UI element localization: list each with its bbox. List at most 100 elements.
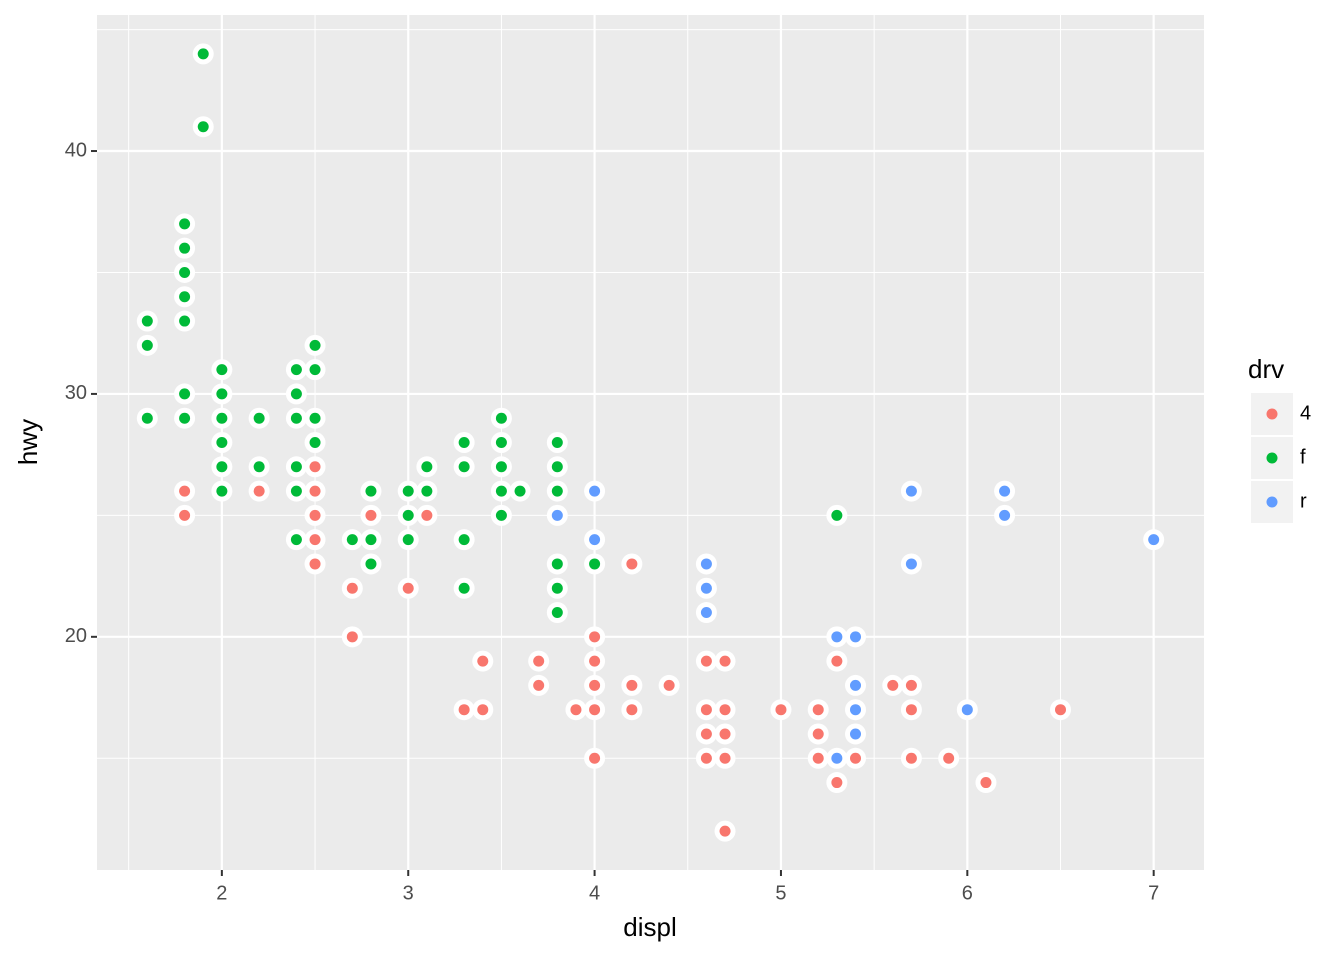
- point: [216, 364, 228, 376]
- point: [421, 485, 433, 497]
- point: [905, 704, 917, 716]
- point: [850, 728, 861, 740]
- point: [719, 752, 731, 764]
- point: [961, 704, 973, 716]
- point: [831, 752, 843, 764]
- point: [141, 412, 153, 424]
- point: [197, 48, 209, 60]
- point: [365, 558, 377, 570]
- point: [402, 509, 414, 521]
- point: [179, 242, 191, 254]
- point: [179, 266, 191, 278]
- point: [663, 679, 675, 691]
- point: [458, 461, 470, 473]
- point: [1055, 704, 1066, 716]
- point: [458, 582, 470, 594]
- point: [179, 315, 191, 327]
- axes: 2 3 4 5 6 7 20 30 40: [65, 139, 1159, 904]
- legend-label: r: [1300, 490, 1307, 512]
- point: [551, 582, 563, 594]
- point: [309, 485, 321, 497]
- point: [216, 388, 228, 400]
- point: [831, 509, 843, 521]
- point: [551, 461, 563, 473]
- point: [477, 704, 489, 716]
- point: [831, 631, 843, 643]
- point: [700, 728, 712, 740]
- point: [887, 679, 899, 691]
- point: [812, 752, 824, 764]
- point: [850, 704, 861, 716]
- point: [514, 485, 526, 497]
- x-tick-label: 2: [216, 882, 227, 904]
- point: [626, 679, 638, 691]
- point: [346, 534, 358, 546]
- x-tick-label: 3: [403, 882, 414, 904]
- point: [719, 704, 731, 716]
- point: [290, 485, 302, 497]
- point: [850, 679, 861, 691]
- point: [216, 437, 228, 448]
- point: [775, 704, 787, 716]
- point: [402, 534, 414, 546]
- legend: 4 fr: [1251, 393, 1311, 523]
- x-tick-label: 5: [775, 882, 786, 904]
- point: [700, 752, 712, 764]
- point: [458, 704, 470, 716]
- point: [402, 485, 414, 497]
- legend-swatch: [1266, 408, 1278, 420]
- point: [850, 631, 861, 643]
- point: [290, 364, 302, 376]
- point: [179, 412, 191, 424]
- point: [179, 388, 191, 400]
- legend-label: f: [1300, 446, 1306, 468]
- point: [495, 485, 507, 497]
- legend-label: 4: [1300, 402, 1311, 424]
- y-axis-title: hwy: [13, 419, 43, 465]
- point: [589, 534, 601, 546]
- point: [589, 679, 601, 691]
- point: [589, 704, 601, 716]
- point: [589, 752, 601, 764]
- point: [216, 412, 228, 424]
- points: [136, 43, 1165, 842]
- point: [458, 437, 470, 448]
- point: [589, 485, 601, 497]
- legend-title: drv: [1248, 354, 1284, 384]
- y-tick-label: 30: [65, 382, 87, 404]
- x-tick-label: 7: [1148, 882, 1159, 904]
- x-axis-title: displ: [623, 912, 676, 942]
- point: [551, 509, 563, 521]
- point: [309, 339, 321, 351]
- point: [812, 728, 824, 740]
- point: [570, 704, 582, 716]
- point: [551, 437, 563, 448]
- point: [495, 412, 507, 424]
- point: [309, 437, 321, 448]
- point: [700, 704, 712, 716]
- point: [905, 752, 917, 764]
- point: [179, 485, 191, 497]
- legend-swatch: [1266, 496, 1278, 508]
- point: [495, 437, 507, 448]
- point: [495, 509, 507, 521]
- point: [309, 558, 321, 570]
- point: [700, 655, 712, 667]
- point: [309, 534, 321, 546]
- point: [719, 655, 731, 667]
- point: [365, 509, 377, 521]
- point: [626, 704, 638, 716]
- point: [551, 558, 563, 570]
- point: [141, 315, 153, 327]
- point: [309, 461, 321, 473]
- point: [812, 704, 824, 716]
- point: [365, 534, 377, 546]
- point: [402, 582, 414, 594]
- point: [458, 534, 470, 546]
- point: [197, 121, 209, 133]
- point: [253, 461, 265, 473]
- point: [551, 607, 563, 619]
- point: [905, 485, 917, 497]
- point: [551, 485, 563, 497]
